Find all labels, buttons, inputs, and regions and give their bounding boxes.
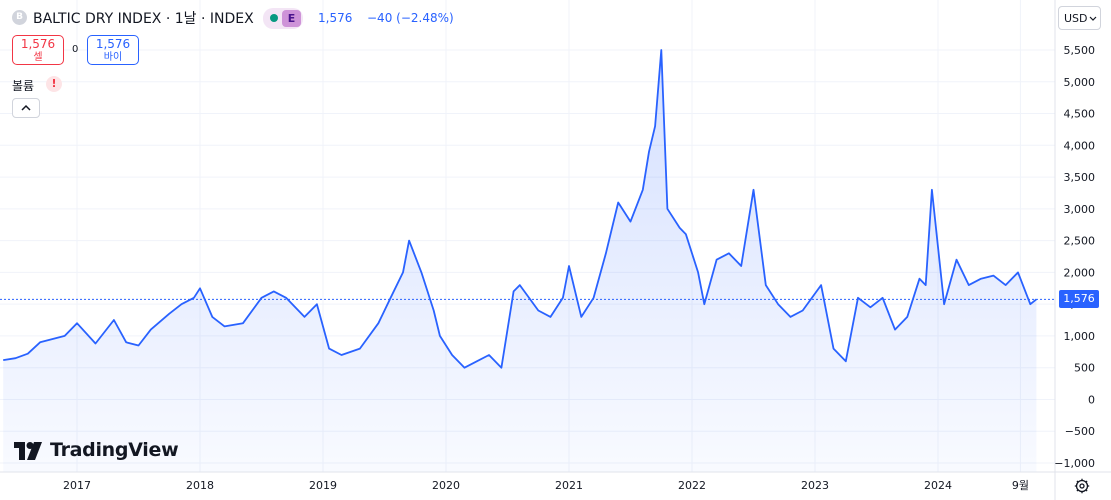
currency-selector[interactable]: USD (1058, 6, 1101, 30)
time-axis: 2017 2018 2019 2020 2021 2022 2023 2024 9월 (63, 479, 1029, 492)
y-tick-label: 1,000 (1064, 330, 1096, 343)
market-status-dot (270, 14, 278, 22)
y-tick-label: 0 (1088, 393, 1095, 406)
y-tick-label: 2,000 (1064, 266, 1096, 279)
y-tick-label: 4,000 (1064, 139, 1096, 152)
sell-button[interactable]: 1,576 셀 (12, 35, 64, 65)
x-tick-label: 2023 (801, 479, 829, 492)
x-tick-label: 2022 (678, 479, 706, 492)
last-price-label: 1,576 (1059, 290, 1099, 309)
x-tick-label: 2021 (555, 479, 583, 492)
price-axis: 5,500 5,000 4,500 4,000 3,500 3,000 2,500 2,000… (1054, 44, 1095, 470)
sell-price: 1,576 (20, 37, 56, 51)
y-tick-label: 4,500 (1064, 108, 1096, 121)
y-tick-label: 3,500 (1064, 171, 1096, 184)
header-price: 1,576 (318, 11, 353, 25)
y-tick-label: 5,500 (1064, 44, 1096, 57)
currency-label: USD (1064, 12, 1088, 25)
warning-icon[interactable]: ! (46, 76, 62, 92)
symbol-title[interactable]: BALTIC DRY INDEX · 1날 · INDEX (33, 11, 254, 27)
y-tick-label: 3,000 (1064, 203, 1096, 216)
x-tick-label: 2019 (309, 479, 337, 492)
spread-value: 0 (72, 44, 79, 55)
y-tick-label: 500 (1074, 362, 1095, 375)
series-area (3, 50, 1037, 472)
y-tick-label: −1,000 (1054, 457, 1095, 470)
x-tick-label: 2020 (432, 479, 460, 492)
y-tick-label: 2,500 (1064, 235, 1096, 248)
volume-legend-label[interactable]: 볼륨 (12, 79, 35, 93)
header-change: −40 (−2.48%) (367, 11, 454, 25)
event-badge[interactable]: E (282, 10, 301, 27)
y-tick-label: −500 (1065, 425, 1095, 438)
symbol-header: B BALTIC DRY INDEX · 1날 · INDEX E 1,576 … (0, 0, 1056, 30)
sell-label: 셀 (33, 52, 43, 63)
x-tick-label: 2024 (924, 479, 952, 492)
gear-icon[interactable] (1074, 478, 1090, 494)
buy-price: 1,576 (95, 37, 131, 51)
chevron-up-icon (21, 104, 31, 111)
buy-label: 바이 (103, 52, 123, 63)
x-tick-label: 9월 (1012, 479, 1029, 492)
logo-text: TradingView (50, 439, 179, 461)
collapse-legend-button[interactable] (12, 98, 40, 118)
symbol-badge: B (12, 10, 27, 25)
chevron-down-icon (1089, 16, 1097, 21)
y-tick-label: 5,000 (1064, 76, 1096, 89)
x-tick-label: 2017 (63, 479, 91, 492)
buy-button[interactable]: 1,576 바이 (87, 35, 139, 65)
tradingview-logo-icon (14, 442, 42, 460)
x-tick-label: 2018 (186, 479, 214, 492)
